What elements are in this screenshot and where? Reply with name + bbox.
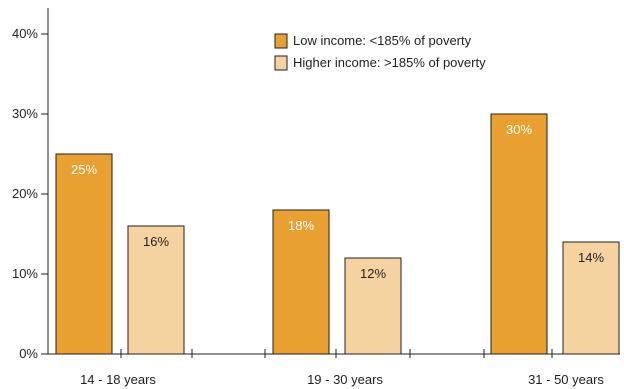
y-tick-label: 10% xyxy=(12,266,38,281)
y-tick-label: 40% xyxy=(12,26,38,41)
x-category-label: 31 - 50 years xyxy=(528,372,604,387)
bar xyxy=(127,225,185,355)
bar xyxy=(562,241,620,355)
bar-value-label: 16% xyxy=(143,234,169,249)
legend-swatch xyxy=(274,33,288,49)
bar-value-label: 30% xyxy=(506,122,532,137)
legend-label: Higher income: >185% of poverty xyxy=(293,55,486,70)
y-tick-label: 20% xyxy=(12,186,38,201)
bar xyxy=(272,209,330,355)
bar xyxy=(344,257,402,355)
bar-value-label: 25% xyxy=(71,162,97,177)
y-tick-label: 30% xyxy=(12,106,38,121)
legend-label: Low income: <185% of poverty xyxy=(293,33,472,48)
bar-value-label: 18% xyxy=(288,218,314,233)
x-category-label: 14 - 18 years xyxy=(80,372,156,387)
bar-value-label: 12% xyxy=(360,266,386,281)
bar xyxy=(490,113,548,355)
legend-swatch xyxy=(274,55,288,71)
y-tick-label: 0% xyxy=(19,346,38,361)
bar-value-label: 14% xyxy=(578,250,604,265)
bar xyxy=(55,153,113,355)
x-category-label: 19 - 30 years xyxy=(307,372,383,387)
